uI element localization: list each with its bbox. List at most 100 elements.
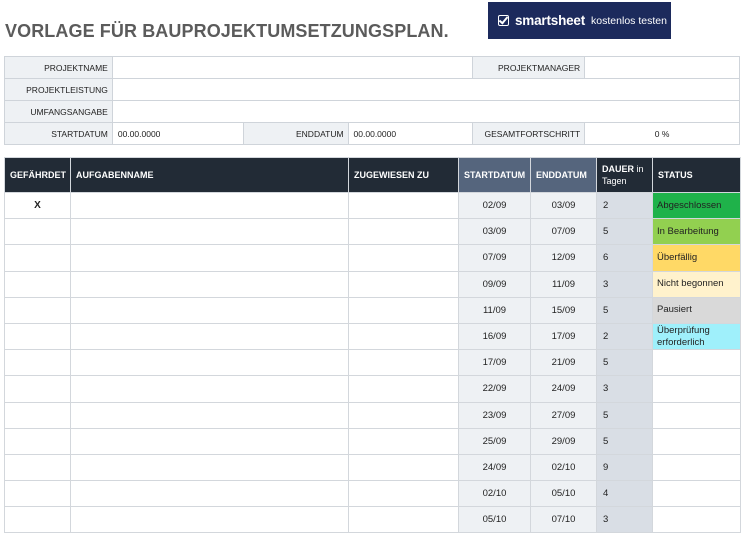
dauer-cell[interactable]: 2 <box>596 322 653 351</box>
header-gefaehrdet[interactable]: GEFÄHRDET <box>4 157 71 193</box>
table-row[interactable]: 05/10 07/10 3 <box>4 506 741 534</box>
umfangsangabe-field[interactable] <box>112 101 740 123</box>
header-enddatum[interactable]: ENDDATUM <box>530 157 597 193</box>
zugewiesen-zu-cell[interactable] <box>348 244 459 272</box>
status-cell[interactable]: In Bearbeitung <box>652 218 741 246</box>
gefaehrdet-cell[interactable] <box>4 453 71 482</box>
gefaehrdet-cell[interactable] <box>4 401 71 429</box>
status-cell[interactable]: Nicht begonnen <box>652 270 741 298</box>
status-cell[interactable]: Überprüfung erforderlich <box>652 322 741 351</box>
zugewiesen-zu-cell[interactable] <box>348 296 459 324</box>
table-row[interactable]: 25/09 29/09 5 <box>4 427 741 455</box>
status-cell[interactable] <box>652 349 741 377</box>
table-row[interactable]: 22/09 24/09 3 <box>4 375 741 403</box>
startdatum-cell[interactable]: 03/09 <box>458 218 531 246</box>
enddatum-cell[interactable]: 03/09 <box>530 191 597 220</box>
aufgabenname-cell[interactable] <box>70 375 349 403</box>
dauer-cell[interactable]: 5 <box>596 349 653 377</box>
startdatum-cell[interactable]: 07/09 <box>458 244 531 272</box>
gefaehrdet-cell[interactable] <box>4 506 71 534</box>
enddatum-cell[interactable]: 07/09 <box>530 218 597 246</box>
status-cell[interactable] <box>652 427 741 455</box>
aufgabenname-cell[interactable] <box>70 506 349 534</box>
aufgabenname-cell[interactable] <box>70 349 349 377</box>
startdatum-cell[interactable]: 16/09 <box>458 322 531 351</box>
zugewiesen-zu-cell[interactable] <box>348 480 459 508</box>
enddatum-cell[interactable]: 21/09 <box>530 349 597 377</box>
enddatum-field[interactable]: 00.00.0000 <box>348 123 474 145</box>
status-cell[interactable] <box>652 375 741 403</box>
header-status[interactable]: STATUS <box>652 157 741 193</box>
trial-link[interactable]: kostenlos testen <box>591 14 667 27</box>
zugewiesen-zu-cell[interactable] <box>348 270 459 298</box>
table-row[interactable]: 03/09 07/09 5 In Bearbeitung <box>4 218 741 246</box>
gefaehrdet-cell[interactable] <box>4 296 71 324</box>
aufgabenname-cell[interactable] <box>70 270 349 298</box>
startdatum-cell[interactable]: 24/09 <box>458 453 531 482</box>
gefaehrdet-cell[interactable] <box>4 322 71 351</box>
enddatum-cell[interactable]: 27/09 <box>530 401 597 429</box>
dauer-cell[interactable]: 3 <box>596 375 653 403</box>
zugewiesen-zu-cell[interactable] <box>348 191 459 220</box>
table-row[interactable]: 24/09 02/10 9 <box>4 453 741 482</box>
aufgabenname-cell[interactable] <box>70 296 349 324</box>
dauer-cell[interactable]: 5 <box>596 296 653 324</box>
table-row[interactable]: 16/09 17/09 2 Überprüfung erforderlich <box>4 322 741 351</box>
header-dauer[interactable]: DAUER in Tagen <box>596 157 653 193</box>
enddatum-cell[interactable]: 15/09 <box>530 296 597 324</box>
status-cell[interactable] <box>652 480 741 508</box>
enddatum-cell[interactable]: 29/09 <box>530 427 597 455</box>
gefaehrdet-cell[interactable]: X <box>4 191 71 220</box>
smartsheet-trial-banner[interactable]: smartsheet kostenlos testen <box>488 2 671 39</box>
aufgabenname-cell[interactable] <box>70 244 349 272</box>
dauer-cell[interactable]: 5 <box>596 427 653 455</box>
aufgabenname-cell[interactable] <box>70 453 349 482</box>
aufgabenname-cell[interactable] <box>70 401 349 429</box>
gefaehrdet-cell[interactable] <box>4 244 71 272</box>
startdatum-cell[interactable]: 11/09 <box>458 296 531 324</box>
gefaehrdet-cell[interactable] <box>4 427 71 455</box>
header-aufgabenname[interactable]: AUFGABENNAME <box>70 157 349 193</box>
header-startdatum[interactable]: STARTDATUM <box>458 157 531 193</box>
gefaehrdet-cell[interactable] <box>4 375 71 403</box>
dauer-cell[interactable]: 5 <box>596 218 653 246</box>
enddatum-cell[interactable]: 07/10 <box>530 506 597 534</box>
table-row[interactable]: 02/10 05/10 4 <box>4 480 741 508</box>
status-cell[interactable]: Abgeschlossen <box>652 191 741 220</box>
gefaehrdet-cell[interactable] <box>4 270 71 298</box>
aufgabenname-cell[interactable] <box>70 322 349 351</box>
zugewiesen-zu-cell[interactable] <box>348 218 459 246</box>
aufgabenname-cell[interactable] <box>70 218 349 246</box>
startdatum-cell[interactable]: 09/09 <box>458 270 531 298</box>
dauer-cell[interactable]: 9 <box>596 453 653 482</box>
startdatum-field[interactable]: 00.00.0000 <box>112 123 244 145</box>
gefaehrdet-cell[interactable] <box>4 480 71 508</box>
startdatum-cell[interactable]: 25/09 <box>458 427 531 455</box>
aufgabenname-cell[interactable] <box>70 427 349 455</box>
zugewiesen-zu-cell[interactable] <box>348 375 459 403</box>
zugewiesen-zu-cell[interactable] <box>348 322 459 351</box>
table-row[interactable]: 23/09 27/09 5 <box>4 401 741 429</box>
startdatum-cell[interactable]: 02/09 <box>458 191 531 220</box>
table-row[interactable]: 07/09 12/09 6 Überfällig <box>4 244 741 272</box>
projektmanager-field[interactable] <box>585 57 740 79</box>
projektleistung-field[interactable] <box>112 79 740 101</box>
enddatum-cell[interactable]: 12/09 <box>530 244 597 272</box>
status-cell[interactable] <box>652 453 741 482</box>
dauer-cell[interactable]: 3 <box>596 506 653 534</box>
status-cell[interactable] <box>652 401 741 429</box>
zugewiesen-zu-cell[interactable] <box>348 427 459 455</box>
enddatum-cell[interactable]: 24/09 <box>530 375 597 403</box>
gesamtfortschritt-field[interactable]: 0 % <box>585 123 740 145</box>
gefaehrdet-cell[interactable] <box>4 349 71 377</box>
dauer-cell[interactable]: 4 <box>596 480 653 508</box>
dauer-cell[interactable]: 2 <box>596 191 653 220</box>
table-row[interactable]: X 02/09 03/09 2 Abgeschlossen <box>4 191 741 220</box>
zugewiesen-zu-cell[interactable] <box>348 453 459 482</box>
table-row[interactable]: 17/09 21/09 5 <box>4 349 741 377</box>
gefaehrdet-cell[interactable] <box>4 218 71 246</box>
enddatum-cell[interactable]: 17/09 <box>530 322 597 351</box>
zugewiesen-zu-cell[interactable] <box>348 401 459 429</box>
enddatum-cell[interactable]: 05/10 <box>530 480 597 508</box>
startdatum-cell[interactable]: 05/10 <box>458 506 531 534</box>
